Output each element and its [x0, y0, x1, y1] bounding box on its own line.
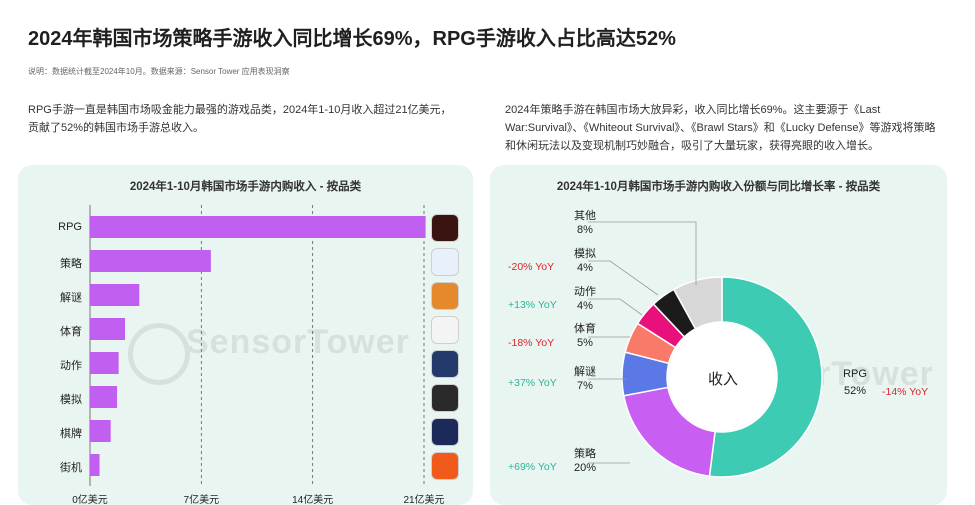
leader-line — [588, 260, 659, 296]
donut-slice-6 — [672, 276, 723, 330]
puzzle-game-icon — [431, 282, 459, 310]
slice-yoy-label: +37% YoY — [508, 377, 557, 389]
slice-value-label: 5% — [577, 337, 593, 349]
x-tick-label: 0亿美元 — [72, 495, 108, 505]
slice-yoy-label: -18% YoY — [508, 337, 555, 349]
x-tick-label: 21亿美元 — [403, 495, 445, 505]
action-game-icon — [431, 350, 459, 378]
donut-chart — [588, 221, 823, 478]
slice-value-label: 8% — [577, 224, 593, 236]
bar-3 — [90, 318, 125, 340]
slice-value-label: 7% — [577, 380, 593, 392]
category-label: 棋牌 — [60, 428, 82, 440]
bar-7 — [90, 454, 100, 476]
donut-slice-0 — [708, 276, 823, 478]
donut-chart-panel: SensorTower 2024年1-10月韩国市场手游内购收入份额与同比增长率… — [490, 165, 947, 505]
bar-0 — [90, 216, 426, 238]
slice-value-label: 4% — [577, 300, 593, 312]
card-game-icon — [431, 418, 459, 446]
leader-line — [588, 221, 697, 285]
slice-name-label: 策略 — [574, 448, 596, 460]
strategy-game-icon — [431, 248, 459, 276]
slice-name-label: 动作 — [574, 286, 596, 298]
bar-6 — [90, 420, 111, 442]
category-label: 动作 — [60, 360, 82, 372]
page-title: 2024年韩国市场策略手游收入同比增长69%，RPG手游收入占比高达52% — [28, 28, 676, 50]
x-tick-label: 7亿美元 — [183, 495, 220, 505]
donut-chart-title: 2024年1-10月韩国市场手游内购收入份额与同比增长率 - 按品类 — [556, 181, 881, 193]
slice-name-label: 其他 — [574, 210, 596, 222]
category-label: 体育 — [60, 326, 82, 338]
category-label: 解谜 — [60, 292, 82, 304]
bar-2 — [90, 284, 140, 306]
slice-value-label: 4% — [577, 262, 593, 274]
category-label: 模拟 — [60, 394, 82, 406]
slice-name-label: RPG — [843, 368, 867, 380]
slice-name-label: 体育 — [574, 323, 596, 335]
bar-4 — [90, 352, 119, 374]
slice-name-label: 解谜 — [574, 366, 596, 378]
slice-yoy-label: -14% YoY — [882, 386, 929, 398]
watermark-text: SensorTower — [186, 323, 410, 361]
donut-hole — [668, 323, 776, 431]
description-left: RPG手游一直是韩国市场吸金能力最强的游戏品类，2024年1-10月收入超过21… — [28, 104, 452, 134]
x-tick-label: 14亿美元 — [292, 495, 334, 505]
arcade-game-icon — [431, 452, 459, 480]
bar-1 — [90, 250, 211, 272]
slice-yoy-label: +13% YoY — [508, 299, 557, 311]
sports-game-icon — [431, 316, 459, 344]
bar-chart-panel: SensorTower 2024年1-10月韩国市场手游内购收入 - 按品类 0… — [18, 165, 473, 505]
source-note: 说明：数据统计截至2024年10月。数据来源：Sensor Tower 应用表现… — [28, 67, 290, 76]
leader-line — [588, 298, 643, 316]
bar-chart — [89, 205, 426, 486]
rpg-game-icon — [431, 214, 459, 242]
slice-value-label: 20% — [573, 462, 597, 474]
watermark-logo-icon — [128, 323, 190, 385]
category-label: RPG — [58, 221, 82, 233]
category-label: 街机 — [60, 462, 82, 474]
bar-5 — [90, 386, 118, 408]
category-label: 策略 — [60, 258, 82, 270]
description-right: 2024年策略手游在韩国市场大放异彩，收入同比增长69%。这主要源于《Last … — [505, 104, 936, 152]
bar-chart-title: 2024年1-10月韩国市场手游内购收入 - 按品类 — [129, 181, 362, 193]
simulation-game-icon — [431, 384, 459, 412]
slice-value-label: 52% — [843, 385, 867, 397]
donut-center-label: 收入 — [708, 371, 739, 388]
slice-yoy-label: -20% YoY — [508, 261, 555, 273]
slice-name-label: 模拟 — [574, 248, 596, 260]
slice-yoy-label: +69% YoY — [508, 461, 557, 473]
